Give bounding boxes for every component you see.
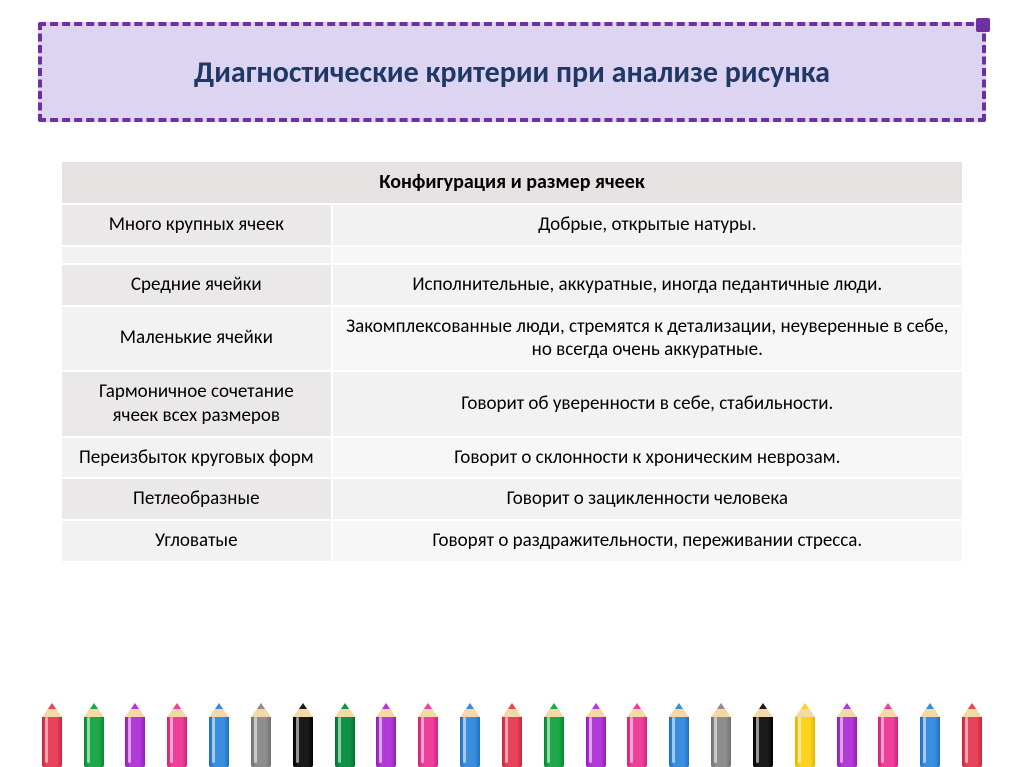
pencil-icon xyxy=(418,703,438,767)
interpretation-cell: Говорит об уверенности в себе, стабильно… xyxy=(332,371,963,437)
pencil-icon xyxy=(502,703,522,767)
pencil-icon xyxy=(293,703,313,767)
table-row: Угловатые Говорят о раздражительности, п… xyxy=(61,520,963,562)
criterion-cell xyxy=(61,246,332,264)
pencil-icon xyxy=(669,703,689,767)
pencil-row-decoration xyxy=(0,695,1024,767)
interpretation-cell: Исполнительные, аккуратные, иногда педан… xyxy=(332,264,963,306)
criterion-cell: Переизбыток круговых форм xyxy=(61,437,332,479)
interpretation-cell: Говорят о раздражительности, переживании… xyxy=(332,520,963,562)
pencil-icon xyxy=(711,703,731,767)
table-row: Много крупных ячеек Добрые, открытые нат… xyxy=(61,204,963,246)
pencil-icon xyxy=(586,703,606,767)
pencil-icon xyxy=(544,703,564,767)
criterion-cell: Петлеобразные xyxy=(61,478,332,520)
table-header: Конфигурация и размер ячеек xyxy=(61,161,963,204)
table-header-row: Конфигурация и размер ячеек xyxy=(61,161,963,204)
table-row: Петлеобразные Говорит о зацикленности че… xyxy=(61,478,963,520)
criterion-cell: Гармоничное сочетание ячеек всех размеро… xyxy=(61,371,332,437)
table-row xyxy=(61,246,963,264)
pencil-icon xyxy=(962,703,982,767)
pencil-icon xyxy=(125,703,145,767)
table-row: Гармоничное сочетание ячеек всех размеро… xyxy=(61,371,963,437)
criteria-table: Конфигурация и размер ячеек Много крупны… xyxy=(60,160,964,563)
page-title: Диагностические критерии при анализе рис… xyxy=(194,54,830,91)
interpretation-cell: Говорит о зацикленности человека xyxy=(332,478,963,520)
pencil-icon xyxy=(84,703,104,767)
table-row: Маленькие ячейки Закомплексованные люди,… xyxy=(61,306,963,372)
pencil-icon xyxy=(460,703,480,767)
interpretation-cell: Говорит о склонности к хроническим невро… xyxy=(332,437,963,479)
pencil-icon xyxy=(335,703,355,767)
pencil-icon xyxy=(920,703,940,767)
pencil-icon xyxy=(42,703,62,767)
pencil-icon xyxy=(167,703,187,767)
table-row: Переизбыток круговых форм Говорит о скло… xyxy=(61,437,963,479)
pencil-icon xyxy=(753,703,773,767)
title-banner: Диагностические критерии при анализе рис… xyxy=(38,22,986,122)
pencil-icon xyxy=(837,703,857,767)
pencil-icon xyxy=(209,703,229,767)
criterion-cell: Средние ячейки xyxy=(61,264,332,306)
criterion-cell: Много крупных ячеек xyxy=(61,204,332,246)
pencil-icon xyxy=(795,703,815,767)
pencil-icon xyxy=(627,703,647,767)
interpretation-cell: Закомплексованные люди, стремятся к дета… xyxy=(332,306,963,372)
criterion-cell: Маленькие ячейки xyxy=(61,306,332,372)
pencil-icon xyxy=(376,703,396,767)
interpretation-cell: Добрые, открытые натуры. xyxy=(332,204,963,246)
pencil-icon xyxy=(251,703,271,767)
pencil-icon xyxy=(878,703,898,767)
table-row: Средние ячейки Исполнительные, аккуратны… xyxy=(61,264,963,306)
criterion-cell: Угловатые xyxy=(61,520,332,562)
interpretation-cell xyxy=(332,246,963,264)
